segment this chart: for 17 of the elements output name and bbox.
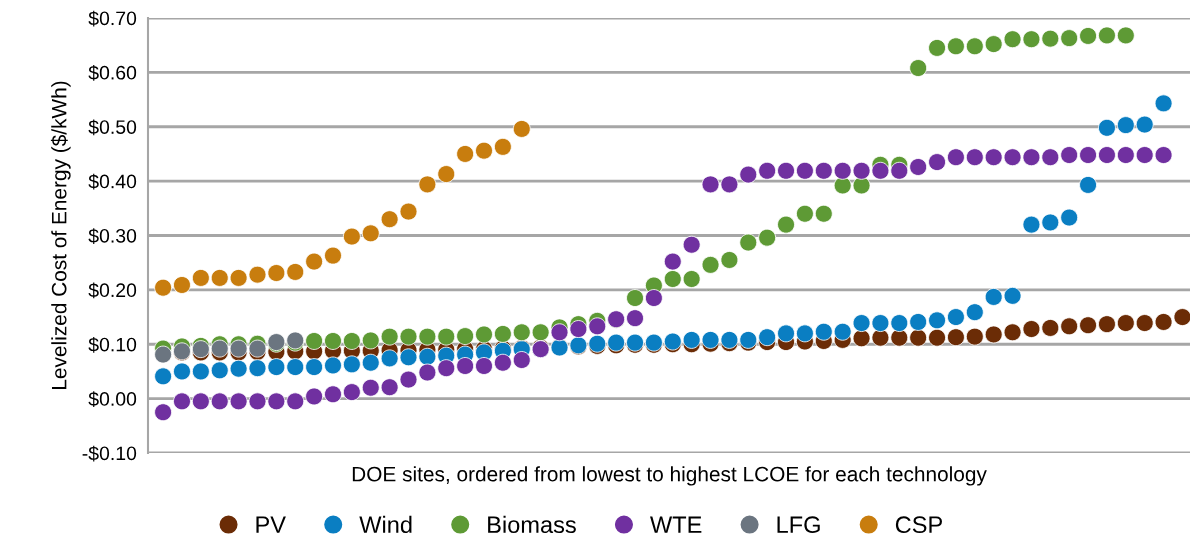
y-tick-label: $0.10 [88,336,137,353]
y-axis-title: Levelized Cost of Energy ($/kWh) [50,81,71,389]
y-tick-label: $0.60 [88,65,137,81]
x-axis-title: DOE sites, ordered from lowest to highest LCOE for each technology [352,466,987,486]
legend-label: WTE [650,516,702,533]
legend-label: LFG [777,516,820,534]
legend-label: Biomass [488,515,576,534]
legend-label: Wind [359,515,412,534]
y-tick-label: $0.30 [88,228,137,244]
legend-label: PV [256,516,286,533]
y-tick-label: $0.20 [88,282,137,299]
y-tick-label: $0.50 [88,119,137,136]
legend-label: CSP [895,516,942,534]
y-tick-label: $0.70 [88,10,137,27]
y-tick-label: $0.40 [88,173,137,190]
y-tick-label: $0.00 [88,391,137,408]
y-tick-label: -$0.10 [82,445,137,462]
